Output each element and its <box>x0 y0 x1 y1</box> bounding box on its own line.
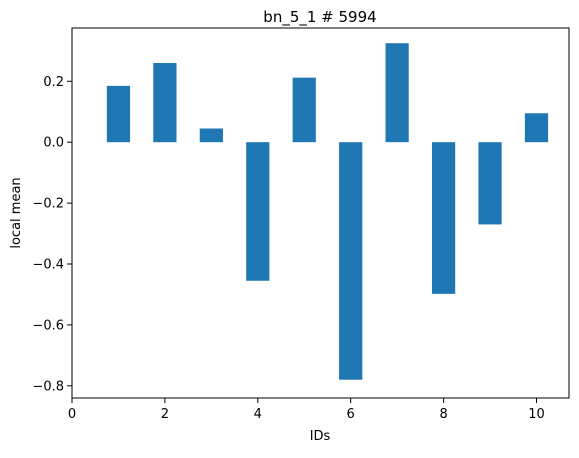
bar <box>478 142 502 225</box>
x-tick-label: 8 <box>439 407 447 422</box>
y-axis-label: local mean <box>9 177 24 248</box>
x-tick-label: 4 <box>254 407 262 422</box>
bar <box>431 142 456 294</box>
y-tick-label: −0.4 <box>32 258 64 273</box>
bar <box>153 63 177 143</box>
bar <box>199 128 223 143</box>
bar <box>292 77 316 143</box>
bar <box>246 142 270 281</box>
x-tick-label: 2 <box>161 407 169 422</box>
bar <box>385 43 409 143</box>
plot-frame <box>71 27 570 399</box>
y-tick-label: −0.6 <box>32 318 64 333</box>
chart-title: bn_5_1 # 5994 <box>263 8 376 27</box>
y-tick-label: 0.2 <box>43 75 64 90</box>
y-axis-ticks: 0.2 0.0 −0.2 −0.4 −0.6 −0.8 <box>32 75 72 394</box>
y-tick-label: −0.2 <box>32 197 64 212</box>
bars <box>106 43 549 380</box>
y-tick-label: −0.8 <box>32 379 64 394</box>
x-axis-label: IDs <box>310 429 331 444</box>
x-tick-label: 0 <box>68 407 76 422</box>
x-tick-label: 6 <box>347 407 355 422</box>
bar <box>106 85 131 143</box>
y-tick-label: 0.0 <box>43 136 64 151</box>
x-axis-ticks: 0 2 4 6 8 10 <box>68 398 545 422</box>
bar <box>339 142 363 380</box>
bar <box>524 113 549 143</box>
x-tick-label: 10 <box>528 407 545 422</box>
